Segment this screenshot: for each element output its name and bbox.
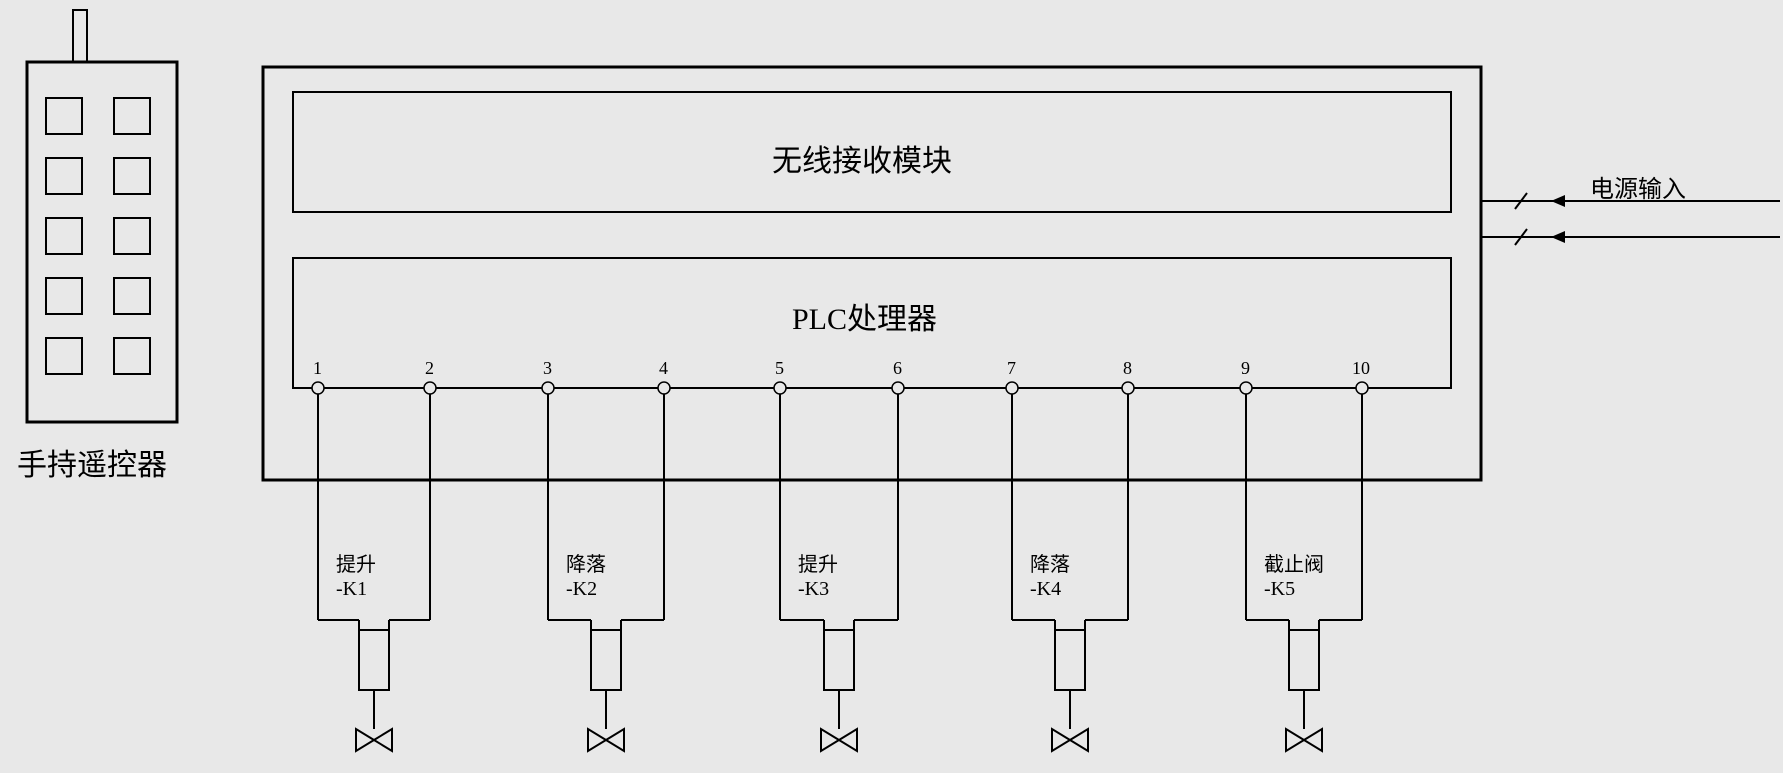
valve-icon xyxy=(1070,729,1088,751)
valve-icon xyxy=(1286,729,1304,751)
plc-pin-number: 3 xyxy=(543,358,552,379)
valve-icon xyxy=(821,729,839,751)
plc-pin xyxy=(1240,382,1252,394)
power-input-label: 电源输入 xyxy=(1590,169,1686,204)
valve-icon xyxy=(356,729,374,751)
valve-icon xyxy=(606,729,624,751)
plc-pin-number: 6 xyxy=(893,358,902,379)
plc-pin-number: 7 xyxy=(1007,358,1016,379)
output-label-line1: 截止阀 xyxy=(1264,548,1324,577)
plc-label: PLC处理器 xyxy=(792,294,937,338)
remote-label: 手持遥控器 xyxy=(17,440,167,484)
output-label-line2: -K3 xyxy=(798,578,829,601)
output-label-line1: 提升 xyxy=(336,548,376,577)
remote-button xyxy=(46,218,82,254)
remote-button xyxy=(114,338,150,374)
plc-pin xyxy=(892,382,904,394)
plc-pin-number: 10 xyxy=(1352,358,1370,379)
main-enclosure xyxy=(263,67,1481,480)
plc-pin xyxy=(424,382,436,394)
remote-button xyxy=(46,158,82,194)
output-label-line1: 降落 xyxy=(566,548,606,577)
relay-box xyxy=(591,630,621,690)
plc-pin xyxy=(658,382,670,394)
remote-body xyxy=(27,62,177,422)
remote-button xyxy=(46,98,82,134)
remote-button xyxy=(114,278,150,314)
plc-pin-number: 4 xyxy=(659,358,668,379)
arrow-left-icon xyxy=(1551,195,1565,207)
plc-pin-number: 9 xyxy=(1241,358,1250,379)
remote-button xyxy=(46,338,82,374)
remote-button xyxy=(114,158,150,194)
output-label-line2: -K5 xyxy=(1264,578,1295,601)
plc-pin xyxy=(312,382,324,394)
valve-icon xyxy=(1052,729,1070,751)
wireless-module-label: 无线接收模块 xyxy=(772,136,952,180)
relay-box xyxy=(359,630,389,690)
valve-icon xyxy=(374,729,392,751)
relay-box xyxy=(824,630,854,690)
valve-icon xyxy=(588,729,606,751)
output-label-line1: 提升 xyxy=(798,548,838,577)
remote-button xyxy=(114,98,150,134)
remote-button xyxy=(114,218,150,254)
output-label-line1: 降落 xyxy=(1030,548,1070,577)
diagram-canvas xyxy=(0,0,1783,773)
output-label-line2: -K2 xyxy=(566,578,597,601)
plc-pin-number: 8 xyxy=(1123,358,1132,379)
plc-pin xyxy=(542,382,554,394)
plc-pin xyxy=(774,382,786,394)
output-label-line2: -K1 xyxy=(336,578,367,601)
plc-pin-number: 2 xyxy=(425,358,434,379)
arrow-left-icon xyxy=(1551,231,1565,243)
plc-pin-number: 1 xyxy=(313,358,322,379)
relay-box xyxy=(1055,630,1085,690)
valve-icon xyxy=(839,729,857,751)
relay-box xyxy=(1289,630,1319,690)
plc-pin xyxy=(1356,382,1368,394)
output-label-line2: -K4 xyxy=(1030,578,1061,601)
remote-button xyxy=(46,278,82,314)
valve-icon xyxy=(1304,729,1322,751)
plc-pin xyxy=(1122,382,1134,394)
plc-pin-number: 5 xyxy=(775,358,784,379)
plc-pin xyxy=(1006,382,1018,394)
